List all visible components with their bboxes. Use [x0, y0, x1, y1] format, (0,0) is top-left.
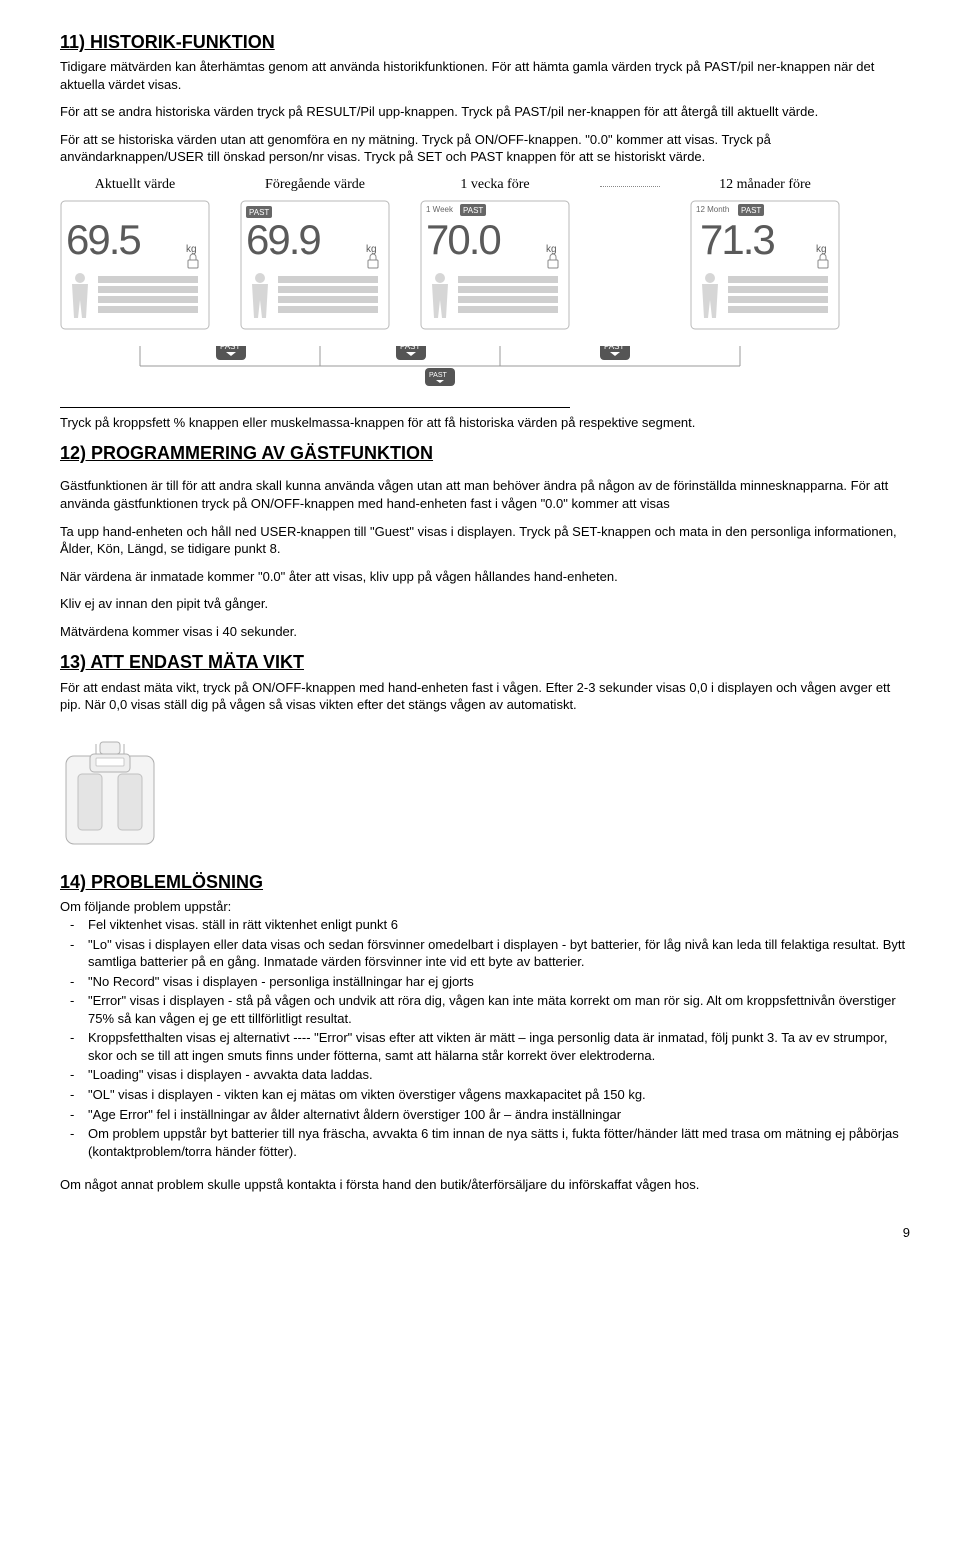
section-12-p2: Ta upp hand-enheten och håll ned USER-kn… [60, 523, 910, 558]
list-item: "Error" visas i displayen - stå på vågen… [88, 992, 910, 1027]
svg-text:PAST: PAST [400, 346, 420, 351]
section-13-p1: För att endast mäta vikt, tryck på ON/OF… [60, 679, 910, 714]
section-12-p5: Mätvärdena kommer visas i 40 sekunder. [60, 623, 910, 641]
list-item: "No Record" visas i displayen - personli… [88, 973, 910, 991]
display-panel-icon: 69.5 kg [60, 200, 210, 330]
list-item: "Age Error" fel i inställningar av ålder… [88, 1106, 910, 1124]
display-col-0: Aktuellt värde 69.5 kg [60, 176, 210, 330]
display-col-2: 1 vecka före 1 Week PAST 70.0 kg [420, 176, 570, 330]
svg-text:kg: kg [186, 244, 197, 255]
svg-text:1 Week: 1 Week [426, 205, 454, 214]
section-13-title: 13) ATT ENDAST MÄTA VIKT [60, 650, 910, 674]
section-14-title: 14) PROBLEMLÖSNING [60, 870, 910, 894]
section-12-p3: När värdena är inmatade kommer "0.0" åte… [60, 568, 910, 586]
list-item: "Loading" visas i displayen - avvakta da… [88, 1066, 910, 1084]
list-item: "OL" visas i displayen - vikten kan ej m… [88, 1086, 910, 1104]
section-11-title: 11) HISTORIK-FUNKTION [60, 30, 910, 54]
svg-text:PAST: PAST [220, 346, 240, 351]
section-11-p2: För att se andra historiska värden tryck… [60, 103, 910, 121]
svg-text:70.0: 70.0 [426, 216, 500, 263]
list-item: Kroppsfetthalten visas ej alternativt --… [88, 1029, 910, 1064]
svg-text:PAST: PAST [741, 206, 761, 215]
dotted-line-icon [600, 176, 660, 194]
display-panel-icon: PAST 69.9 kg [240, 200, 390, 330]
display-label: Föregående värde [265, 176, 365, 194]
display-col-1: Föregående värde PAST 69.9 kg [240, 176, 390, 330]
post-displays-text: Tryck på kroppsfett % knappen eller musk… [60, 414, 910, 432]
section-12-p1: Gästfunktionen är till för att andra ska… [60, 477, 910, 512]
divider-line [60, 407, 570, 408]
svg-text:12 Month: 12 Month [696, 205, 729, 214]
svg-text:PAST: PAST [429, 372, 447, 379]
svg-text:PAST: PAST [604, 346, 624, 351]
display-col-3: 12 månader före 12 Month PAST 71.3 kg [690, 176, 840, 330]
svg-text:69.5: 69.5 [66, 216, 140, 263]
display-panel-icon: 12 Month PAST 71.3 kg [690, 200, 840, 330]
svg-text:kg: kg [366, 244, 377, 255]
past-connector-icon: PAST PAST PAST PAST [100, 346, 820, 386]
section-14-intro: Om följande problem uppstår: [60, 898, 910, 916]
list-item: Om problem uppstår byt batterier till ny… [88, 1125, 910, 1160]
svg-text:PAST: PAST [463, 206, 483, 215]
scale-icon [60, 720, 160, 850]
svg-text:kg: kg [546, 244, 557, 255]
svg-text:kg: kg [816, 244, 827, 255]
section-11-p3: För att se historiska värden utan att ge… [60, 131, 910, 166]
svg-text:69.9: 69.9 [246, 216, 320, 263]
list-item: Fel viktenhet visas. ställ in rätt vikte… [88, 916, 910, 934]
section-11-p1: Tidigare mätvärden kan återhämtas genom … [60, 58, 910, 93]
svg-text:71.3: 71.3 [700, 216, 774, 263]
display-label: 1 vecka före [460, 176, 529, 194]
closing-text: Om något annat problem skulle uppstå kon… [60, 1176, 910, 1194]
display-label: Aktuellt värde [95, 176, 175, 194]
list-item: "Lo" visas i displayen eller data visas … [88, 936, 910, 971]
problem-list: Fel viktenhet visas. ställ in rätt vikte… [60, 916, 910, 1160]
display-label: 12 månader före [719, 176, 811, 194]
section-12-title: 12) PROGRAMMERING AV GÄSTFUNKTION [60, 441, 910, 465]
history-display-row: Aktuellt värde 69.5 kg Föregående värde … [60, 176, 910, 330]
page-number: 9 [60, 1224, 910, 1242]
section-12-p4: Kliv ej av innan den pipit två gånger. [60, 595, 910, 613]
display-panel-icon: 1 Week PAST 70.0 kg [420, 200, 570, 330]
